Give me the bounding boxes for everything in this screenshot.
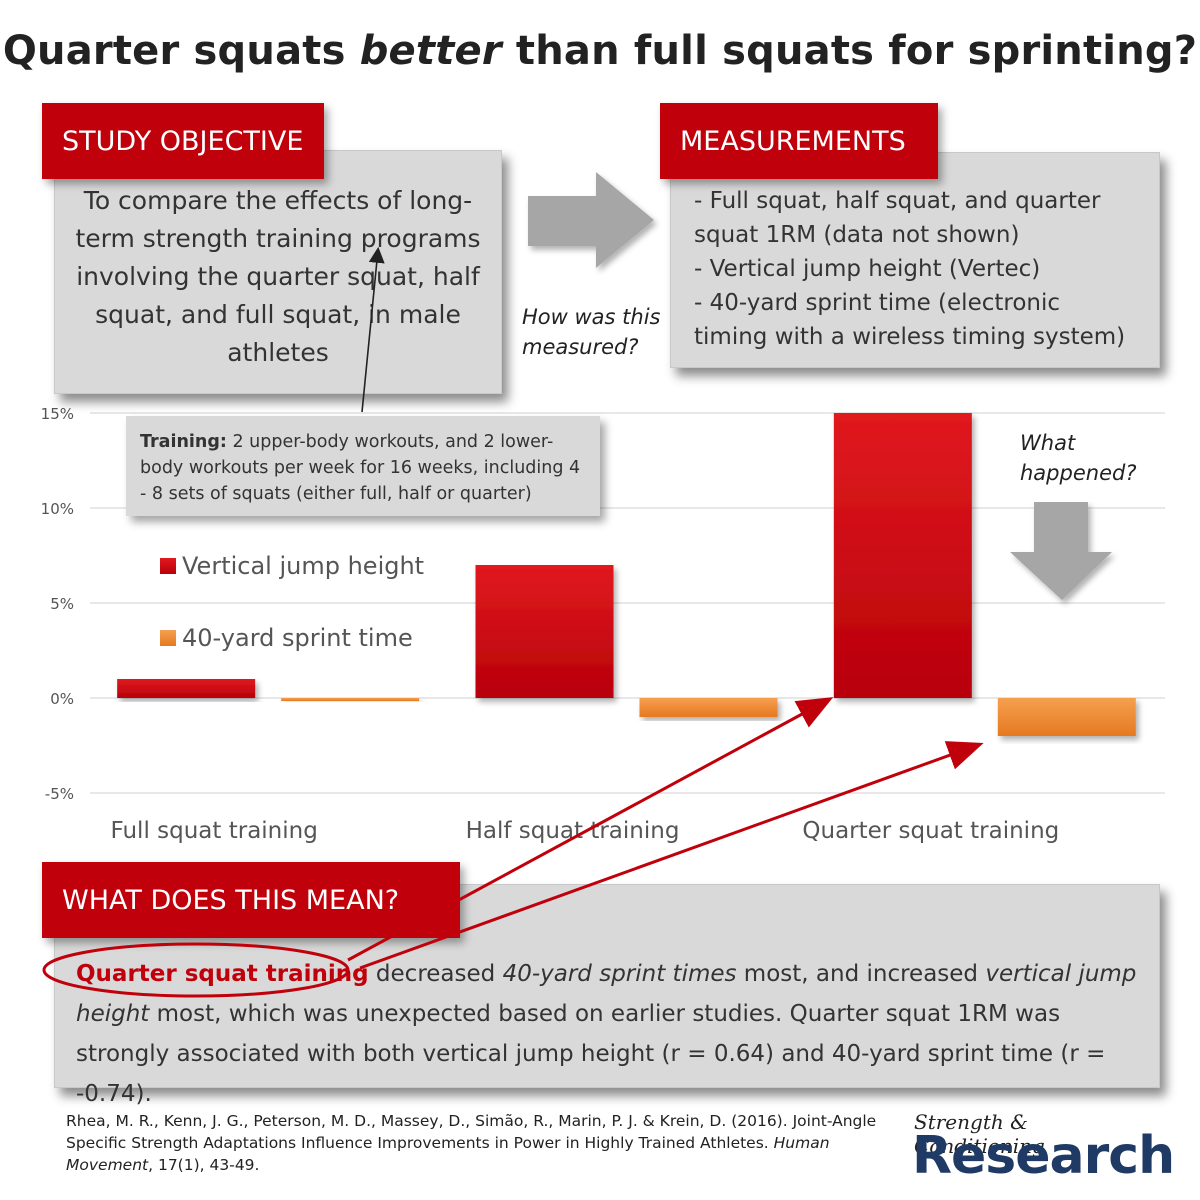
meaning-label: WHAT DOES THIS MEAN? (42, 862, 460, 938)
training-bold: Training: (140, 432, 227, 452)
y-tick-label: 0% (50, 690, 74, 708)
how-line-1: How was this (522, 305, 661, 329)
x-tick-label: Quarter squat training (802, 818, 1059, 844)
title-part1: Quarter squats (2, 28, 360, 74)
legend-label-jump: Vertical jump height (182, 552, 425, 580)
brand-subtitle: Strength & Conditioning (914, 1110, 1045, 1158)
citation: Rhea, M. R., Kenn, J. G., Peterson, M. D… (66, 1110, 896, 1176)
citation-tail: , 17(1), 43-49. (148, 1156, 260, 1174)
bar-vertical-jump (117, 679, 256, 698)
citation-journal: Human Movement (66, 1134, 830, 1174)
meaning-i1: 40-yard sprint times (502, 961, 737, 987)
objective-label: STUDY OBJECTIVE (42, 103, 324, 179)
meaning-t3: most, which was unexpected based on earl… (76, 1001, 1106, 1107)
legend-label-sprint: 40-yard sprint time (182, 624, 413, 652)
bar-sprint-time (639, 698, 778, 717)
measurements-label: MEASUREMENTS (660, 103, 938, 179)
objective-text: To compare the effects of long-term stre… (75, 186, 481, 367)
y-tick-label: 10% (41, 500, 74, 518)
y-tick-label: 5% (50, 595, 74, 613)
bar-sprint-time (281, 698, 420, 701)
down-arrow-shape (1010, 502, 1112, 600)
what-line-2: happened? (1020, 461, 1137, 485)
y-axis-ticks: -5% 0% 5% 10% 15% (41, 405, 74, 803)
meaning-t1: decreased (368, 961, 503, 987)
measurement-line: - Vertical jump height (Vertec) (694, 256, 1041, 282)
page-title: Quarter squats better than full squats f… (0, 28, 1200, 74)
brand-logo: Research (912, 1126, 1175, 1186)
training-text: Training: 2 upper-body workouts, and 2 l… (140, 429, 592, 507)
x-axis-ticks: Full squat training Half squat training Qu… (111, 818, 1060, 844)
measurement-line: - Full squat, half squat, and quarter (694, 188, 1101, 214)
measurement-line: squat 1RM (data not shown) (694, 222, 1020, 248)
measurements-list: - Full squat, half squat, and quarter sq… (694, 184, 1154, 354)
how-measured-annotation: How was this measured? (522, 302, 660, 362)
title-part2: than full squats for sprinting? (501, 28, 1198, 74)
training-box (126, 416, 600, 516)
measurement-line: - 40-yard sprint time (electronic (694, 290, 1061, 316)
meaning-t2: most, and increased (736, 961, 986, 987)
legend-swatch-jump (160, 558, 176, 574)
objective-box (54, 150, 502, 394)
meaning-highlight: Quarter squat training (76, 961, 369, 987)
title-emphasis: better (359, 28, 502, 74)
legend-swatch-sprint (160, 630, 176, 646)
y-tick-label: 15% (41, 405, 74, 423)
meaning-i2: vertical jump height (76, 961, 1137, 1027)
x-tick-label: Full squat training (111, 818, 318, 844)
y-tick-label: -5% (45, 785, 74, 803)
training-body: 2 upper-body workouts, and 2 lower-body … (140, 432, 581, 504)
citation-text: Rhea, M. R., Kenn, J. G., Peterson, M. D… (66, 1112, 877, 1152)
what-happened-annotation: What happened? (1020, 428, 1136, 488)
measurement-line: timing with a wireless timing system) (694, 324, 1126, 350)
bar-vertical-jump (475, 565, 614, 698)
bar-vertical-jump (833, 413, 972, 698)
what-line-1: What (1020, 431, 1076, 455)
how-line-2: measured? (522, 335, 639, 359)
measurements-box (670, 152, 1160, 368)
x-tick-label: Half squat training (466, 818, 680, 844)
right-arrow-shape (528, 172, 654, 268)
bar-sprint-time (997, 698, 1136, 736)
meaning-text: Quarter squat training decreased 40-yard… (76, 954, 1146, 1114)
